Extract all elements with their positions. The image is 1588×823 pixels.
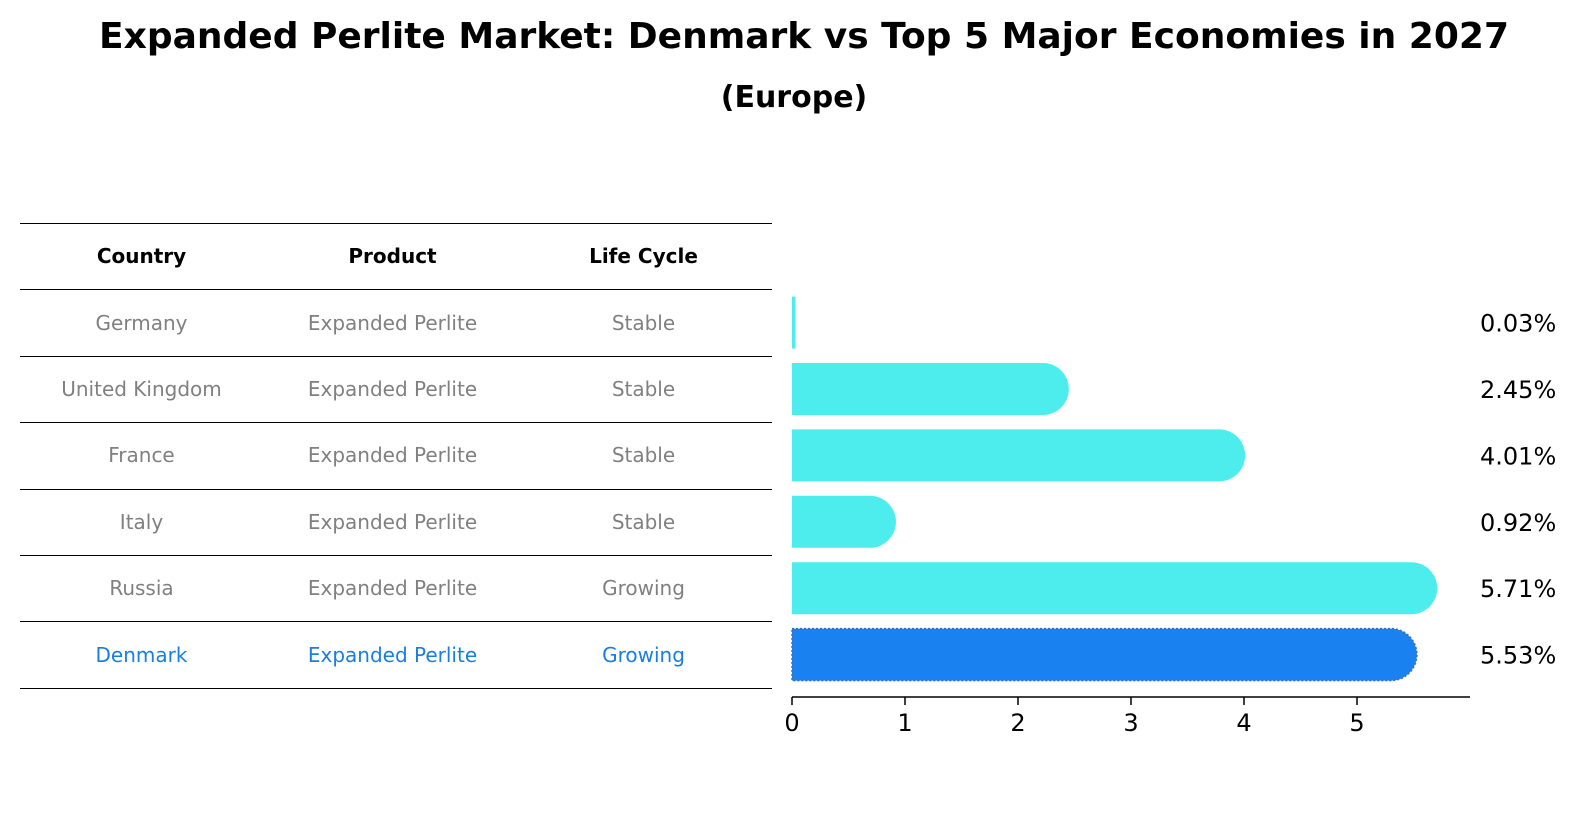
table-rule: [20, 355, 772, 357]
table-cell-country: Italy: [119, 509, 164, 534]
table-cell-country: France: [108, 443, 175, 468]
table-cell-life-cycle: Stable: [611, 509, 676, 534]
bar-value-label: 0.03%: [1480, 310, 1556, 338]
table-cell-product: Expanded Perlite: [307, 377, 478, 401]
table-header-cell: Country: [96, 244, 187, 269]
x-tick-label: 2: [1010, 709, 1025, 737]
table-header-cell: Product: [348, 244, 437, 269]
bar-denmark: [792, 628, 1417, 681]
bar-italy: [792, 495, 896, 548]
bar-value-label: 4.01%: [1480, 442, 1556, 470]
table-cell-life-cycle: Stable: [611, 443, 676, 468]
table-cell-life-cycle: Stable: [611, 377, 676, 401]
table-cell-country: United Kingdom: [61, 377, 222, 401]
table-cell-life-cycle: Growing: [602, 642, 685, 667]
table-cell-product: Expanded Perlite: [307, 443, 478, 468]
chart-title: Expanded Perlite Market: Denmark vs Top …: [99, 16, 1509, 57]
bar-highlight-outline: [791, 627, 1418, 682]
table-rule: [20, 289, 772, 291]
chart-subtitle: (Europe): [720, 80, 868, 115]
table-cell-product: Expanded Perlite: [307, 509, 478, 534]
table-rule: [20, 555, 772, 556]
table-cell-country: Russia: [109, 576, 174, 601]
bar-value-label: 5.53%: [1480, 642, 1556, 670]
bar-value-label: 2.45%: [1480, 376, 1556, 404]
x-tick-label: 3: [1123, 709, 1138, 737]
x-tick-label: 0: [784, 709, 799, 737]
table-cell-product: Expanded Perlite: [307, 576, 478, 601]
bar-value-label: 0.92%: [1480, 509, 1556, 537]
x-tick-label: 4: [1236, 709, 1251, 737]
bar-united-kingdom: [792, 363, 1069, 415]
table-rule: [20, 422, 772, 424]
bar-france: [792, 429, 1246, 482]
bar-germany: [792, 296, 796, 349]
table-header-cell: Life Cycle: [589, 244, 698, 269]
table-rule: [20, 488, 772, 490]
bar-russia: [792, 562, 1438, 615]
x-tick-label: 5: [1349, 709, 1364, 737]
table-rule: [20, 687, 772, 689]
table-rule: [20, 621, 772, 623]
table-cell-country: Denmark: [95, 642, 188, 667]
x-tick-label: 1: [897, 709, 912, 737]
table-cell-life-cycle: Stable: [611, 310, 676, 335]
table-cell-life-cycle: Growing: [602, 576, 685, 601]
table-rule: [20, 223, 772, 224]
table-cell-country: Germany: [95, 310, 188, 335]
bar-value-label: 5.71%: [1480, 575, 1556, 603]
table-cell-product: Expanded Perlite: [307, 642, 478, 667]
table-cell-product: Expanded Perlite: [307, 310, 478, 335]
